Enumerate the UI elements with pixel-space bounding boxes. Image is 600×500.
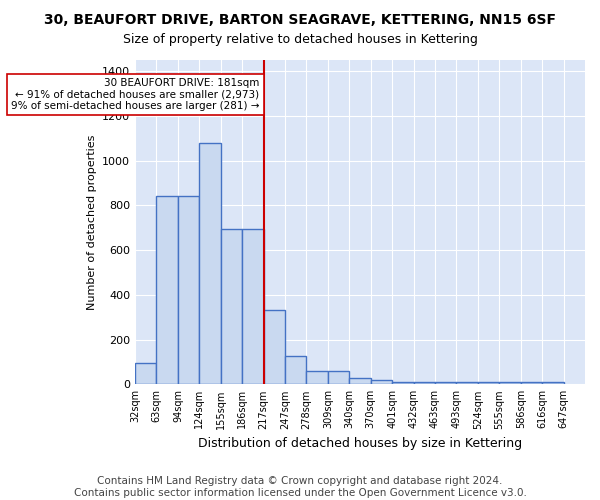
Text: 30, BEAUFORT DRIVE, BARTON SEAGRAVE, KETTERING, NN15 6SF: 30, BEAUFORT DRIVE, BARTON SEAGRAVE, KET… [44,12,556,26]
Bar [392,382,413,384]
Bar [157,196,178,384]
Text: 30 BEAUFORT DRIVE: 181sqm
← 91% of detached houses are smaller (2,973)
9% of sem: 30 BEAUFORT DRIVE: 181sqm ← 91% of detac… [11,78,259,111]
Bar [263,310,285,384]
Bar [521,382,542,384]
Bar [413,382,435,384]
Bar [242,230,263,384]
Bar [457,382,478,384]
Bar [199,143,221,384]
Bar [328,371,349,384]
Bar [435,382,457,384]
Text: Contains HM Land Registry data © Crown copyright and database right 2024.
Contai: Contains HM Land Registry data © Crown c… [74,476,526,498]
Bar [349,378,371,384]
Bar [499,382,521,384]
Bar [135,362,157,384]
Y-axis label: Number of detached properties: Number of detached properties [86,134,97,310]
Bar [221,230,242,384]
Bar [285,356,307,384]
Bar [371,380,392,384]
Bar [178,196,199,384]
Bar [478,382,499,384]
Text: Size of property relative to detached houses in Kettering: Size of property relative to detached ho… [122,32,478,46]
X-axis label: Distribution of detached houses by size in Kettering: Distribution of detached houses by size … [198,437,522,450]
Bar [307,371,328,384]
Bar [542,382,563,384]
